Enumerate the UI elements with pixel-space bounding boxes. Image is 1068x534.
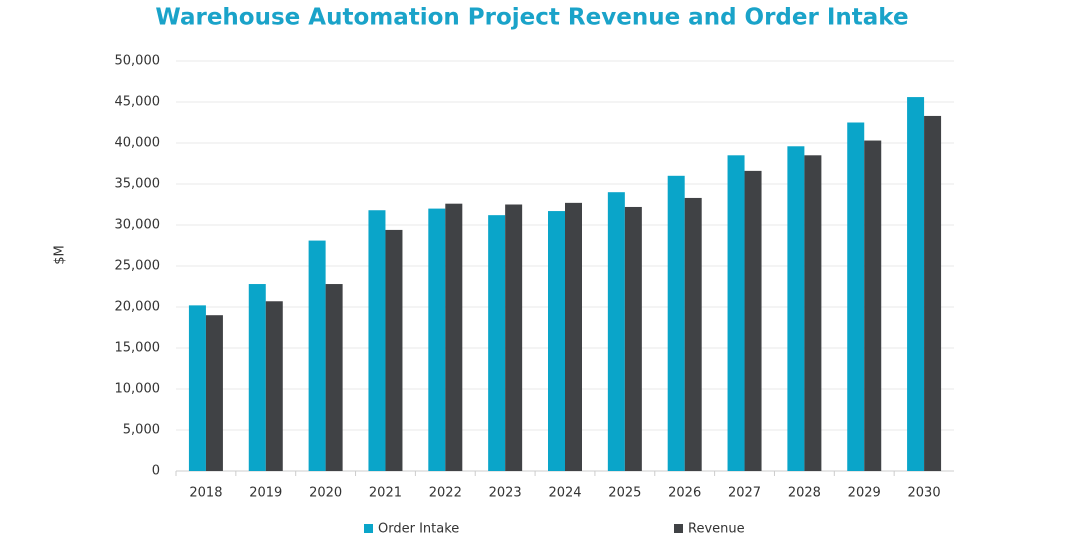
y-tick-label: 10,000 [115,382,161,397]
bar [907,97,925,471]
x-tick-label: 2026 [668,486,701,501]
legend-swatch [674,524,683,533]
bar [924,115,942,471]
bar [368,210,386,472]
bar [607,192,625,471]
legend-swatch [364,524,373,533]
bar [188,305,206,471]
bar [684,197,702,471]
y-tick-label: 30,000 [115,218,161,233]
y-axis-label: $M [53,245,68,265]
bar [624,206,642,471]
bar [847,122,865,471]
bar [864,140,882,472]
bar [488,215,506,471]
x-tick-label: 2024 [548,486,581,501]
x-tick-label: 2019 [249,486,282,501]
bar [804,155,822,472]
bar [505,204,523,471]
x-tick-label: 2027 [728,486,761,501]
bar [445,203,463,471]
bar [565,202,582,472]
y-tick-label: 20,000 [115,300,161,315]
bar [308,240,326,471]
y-tick-label: 50,000 [115,54,161,69]
bar [787,146,805,471]
bar [248,284,266,471]
x-tick-label: 2022 [429,486,462,501]
y-tick-label: 35,000 [115,177,161,192]
y-tick-label: 40,000 [115,136,161,151]
x-tick-label: 2025 [608,486,641,501]
legend-label: Revenue [688,522,745,534]
x-tick-label: 2028 [788,486,821,501]
bar [727,155,745,472]
bar [428,208,446,471]
bar [548,211,565,471]
x-tick-label: 2023 [489,486,522,501]
y-tick-label: 15,000 [115,341,161,356]
bar [385,229,403,471]
bar [667,175,685,472]
x-tick-label: 2018 [189,486,222,501]
x-tick-label: 2030 [908,486,941,501]
y-tick-label: 25,000 [115,259,161,274]
y-tick-label: 5,000 [123,423,160,438]
bar [265,301,283,471]
bar [325,284,343,471]
x-tick-label: 2020 [309,486,342,501]
x-tick-label: 2029 [848,486,881,501]
x-tick-label: 2021 [369,486,402,501]
bar [744,170,762,471]
chart-title: Warehouse Automation Project Revenue and… [155,5,908,31]
y-tick-label: 0 [152,464,160,479]
legend-label: Order Intake [378,522,459,534]
y-tick-label: 45,000 [115,95,161,110]
bar [205,315,223,471]
